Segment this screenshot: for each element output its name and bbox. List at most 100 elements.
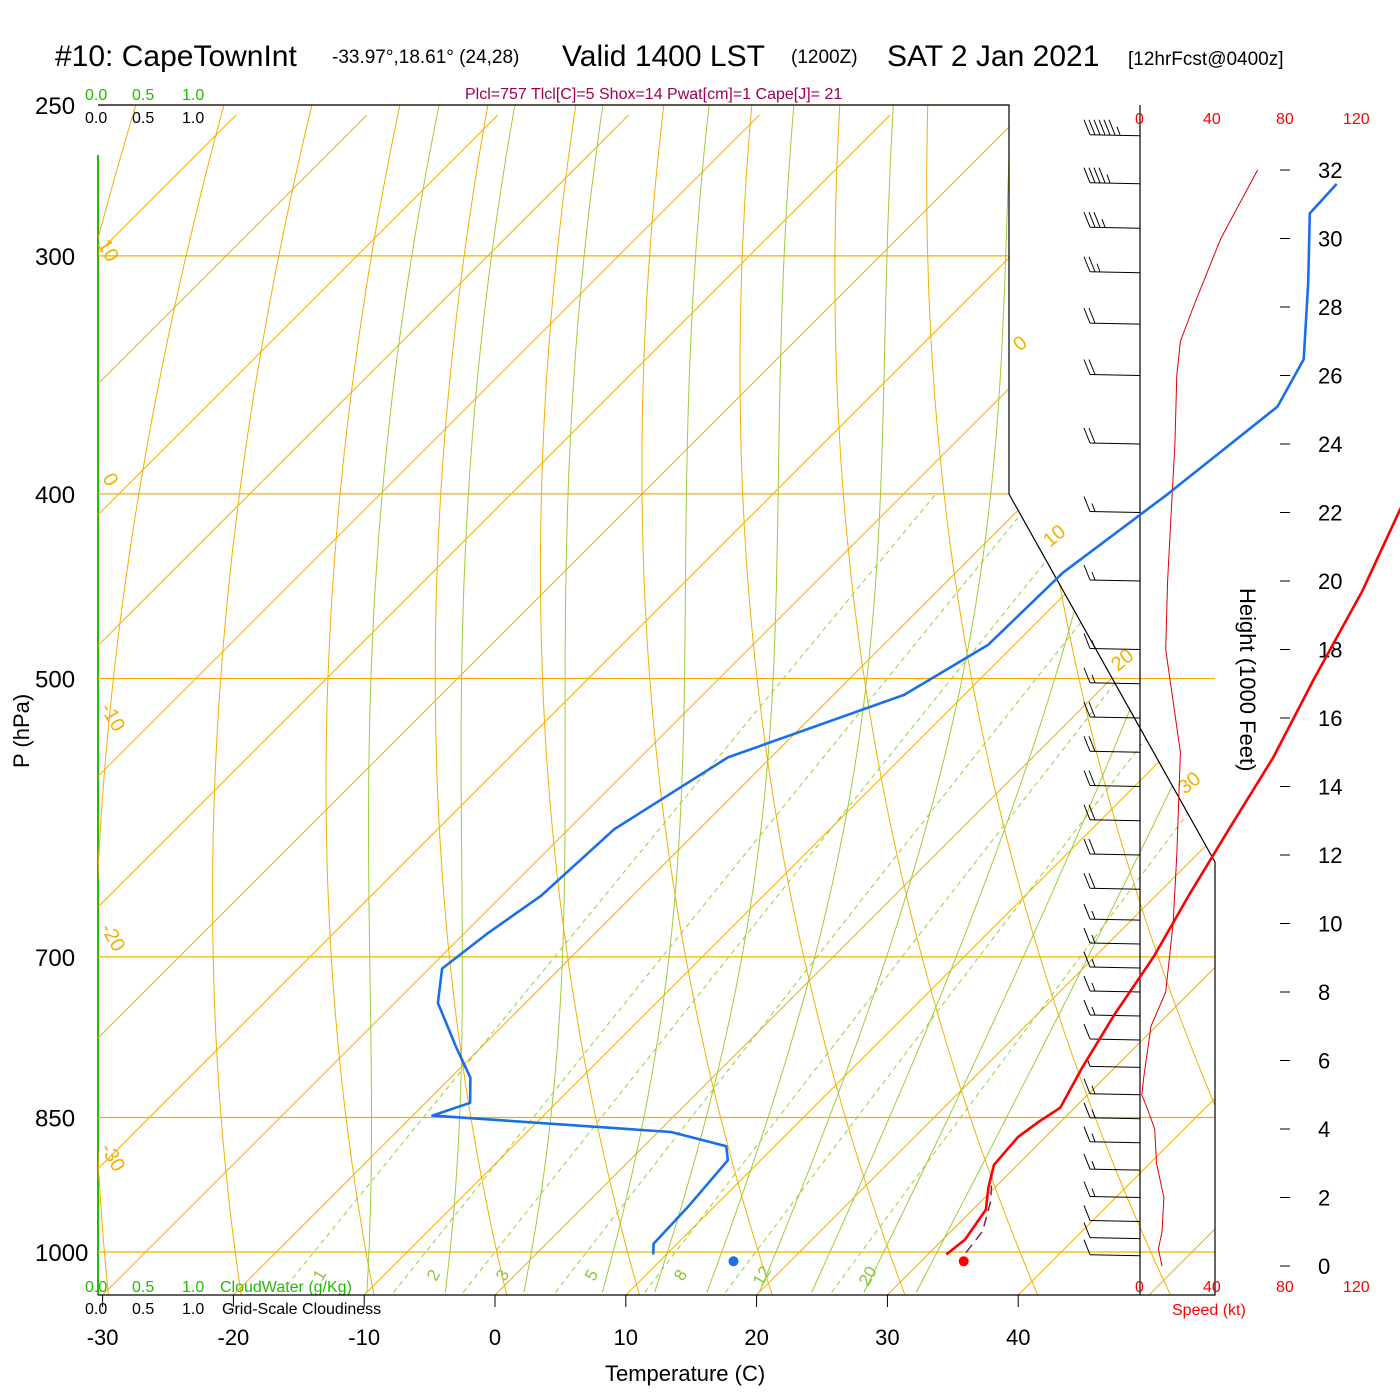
thermo-background [98, 100, 1400, 1300]
mixing-ratio-label: 8 [670, 1266, 691, 1284]
isotherm-line [98, 114, 891, 1295]
dry-adiabat-line [212, 105, 314, 1295]
wind-barb [1083, 496, 1141, 513]
cloud-scale-bottom: 0.0 0.5 1.0 CloudWater (g/Kg) 0.0 0.5 1.… [85, 1279, 381, 1318]
height-tick-label: 6 [1318, 1049, 1330, 1074]
dry-adiabat-line [926, 105, 1174, 1295]
moist-adiabat-line [758, 105, 1012, 1293]
dry-adiabat-line [539, 105, 642, 1295]
speed-tick: 120 [1343, 111, 1370, 128]
cloudwater-tick: 1.0 [182, 1279, 204, 1296]
temperature-tick-label: -20 [218, 1325, 250, 1350]
speed-tick: 0 [1135, 111, 1144, 128]
speed-tick: 80 [1276, 111, 1294, 128]
wind-barb [1083, 736, 1141, 753]
dry-adiabat-line [834, 105, 1041, 1295]
moist-adiabat-line [863, 105, 1215, 1293]
wind-barb [1083, 359, 1141, 376]
mixing-ratio-label: 5 [581, 1266, 602, 1284]
wind-barb [1083, 951, 1141, 969]
wind-barb [1083, 1126, 1141, 1144]
wind-barb [1083, 1078, 1141, 1096]
isotherm-line [98, 114, 1022, 1295]
pressure-tick-label: 500 [35, 667, 75, 694]
dry-adiabat-line [1190, 105, 1215, 1295]
isotherm-label: -20 [96, 920, 130, 956]
wind-barb [1083, 701, 1141, 719]
isotherm-label: 0 [1009, 332, 1032, 356]
wind-barb [1083, 307, 1141, 325]
mixing-ratio-label: 2 [423, 1266, 444, 1284]
isotherm-line [98, 114, 629, 1295]
isotherm-line [98, 114, 760, 1295]
moist-adiabat-line [654, 105, 795, 1293]
moist-adiabat-line [706, 105, 894, 1293]
pressure-tick-label: 300 [35, 244, 75, 271]
moist-adiabat-line [915, 105, 1215, 1293]
temperature-tick-label: 30 [875, 1325, 899, 1350]
isotherm-label: 0 [98, 470, 123, 491]
moist-adiabat-line [811, 105, 1149, 1293]
wind-barb [1083, 212, 1141, 229]
moist-adiabat-line [601, 105, 710, 1293]
cloudiness-tick: 0.5 [132, 1301, 154, 1318]
speed-tick: 120 [1343, 1279, 1370, 1296]
mixing-ratio-label: 12 [749, 1263, 775, 1289]
cloudiness-tick: 0.0 [85, 1301, 107, 1318]
dry-adiabat-line [641, 105, 775, 1295]
speed-scale: 0 40 80 120 0 40 80 120 Speed (kt) [1135, 111, 1370, 1319]
valid-time: Valid 1400 LST [562, 40, 765, 73]
mixing-ratio-line [393, 493, 1038, 1293]
dry-adiabat-line [98, 105, 226, 1295]
wind-barb [1083, 999, 1141, 1017]
mixing-ratio-line [280, 493, 937, 1293]
height-tick-label: 28 [1318, 295, 1342, 320]
height-tick-label: 0 [1318, 1254, 1330, 1279]
height-tick-label: 24 [1318, 432, 1342, 457]
speed-axis-label: Speed (kt) [1172, 1302, 1246, 1319]
height-tick-label: 12 [1318, 843, 1342, 868]
isotherm-line [363, 114, 1215, 1295]
isotherm-line [233, 114, 1215, 1295]
height-tick-label: 8 [1318, 980, 1330, 1005]
wind-barb [1083, 633, 1141, 650]
wind-barb [1083, 1023, 1141, 1041]
moist-adiabat-line [444, 105, 516, 1293]
cloudiness-tick: 0.5 [132, 110, 154, 127]
plot-frame [98, 104, 1216, 1296]
mixing-ratio-label: 20 [855, 1263, 881, 1289]
isotherm-line [756, 114, 1215, 1295]
isotherm-labels: 10 0 -10 -20 -30 0 10 20 30 [93, 236, 1206, 1176]
speed-tick: 0 [1135, 1279, 1144, 1296]
stability-stats: Plcl=757 Tlcl[C]=5 Shox=14 Pwat[cm]=1 Ca… [465, 86, 842, 103]
wind-barb [1083, 903, 1141, 921]
mixing-ratio-labels: 1 2 3 5 8 12 20 [309, 1263, 881, 1289]
dry-adiabat-line [434, 105, 509, 1295]
mixing-ratio-line [462, 493, 1101, 1293]
cloudiness-tick: 1.0 [182, 110, 204, 127]
dewpoint-line [431, 183, 1338, 1255]
height-tick-label: 22 [1318, 501, 1342, 526]
cloudiness-tick: 1.0 [182, 1301, 204, 1318]
wind-barb [1083, 1102, 1141, 1120]
wind-barb [1083, 564, 1141, 582]
isotherm-line [98, 114, 368, 1295]
pressure-axis: 250 300 400 500 700 850 1000 [35, 93, 88, 1267]
height-tick-label: 2 [1318, 1186, 1330, 1211]
height-tick-label: 32 [1318, 158, 1342, 183]
isotherm-line [98, 114, 1153, 1295]
isotherm-line [625, 114, 1215, 1295]
dry-adiabat-line [739, 105, 908, 1295]
cloudwater-label: CloudWater (g/Kg) [220, 1279, 352, 1296]
wind-barb [1083, 1239, 1141, 1257]
dry-adiabat-line [1367, 100, 1400, 1300]
mixing-ratio-line [644, 493, 1215, 1293]
dry-adiabat-line [1279, 100, 1400, 1300]
height-tick-label: 30 [1318, 227, 1342, 252]
cloudwater-tick: 0.5 [132, 1279, 154, 1296]
pressure-gridlines [98, 104, 1215, 1253]
wind-barbs [1083, 119, 1141, 1257]
wind-barb [1083, 927, 1141, 945]
